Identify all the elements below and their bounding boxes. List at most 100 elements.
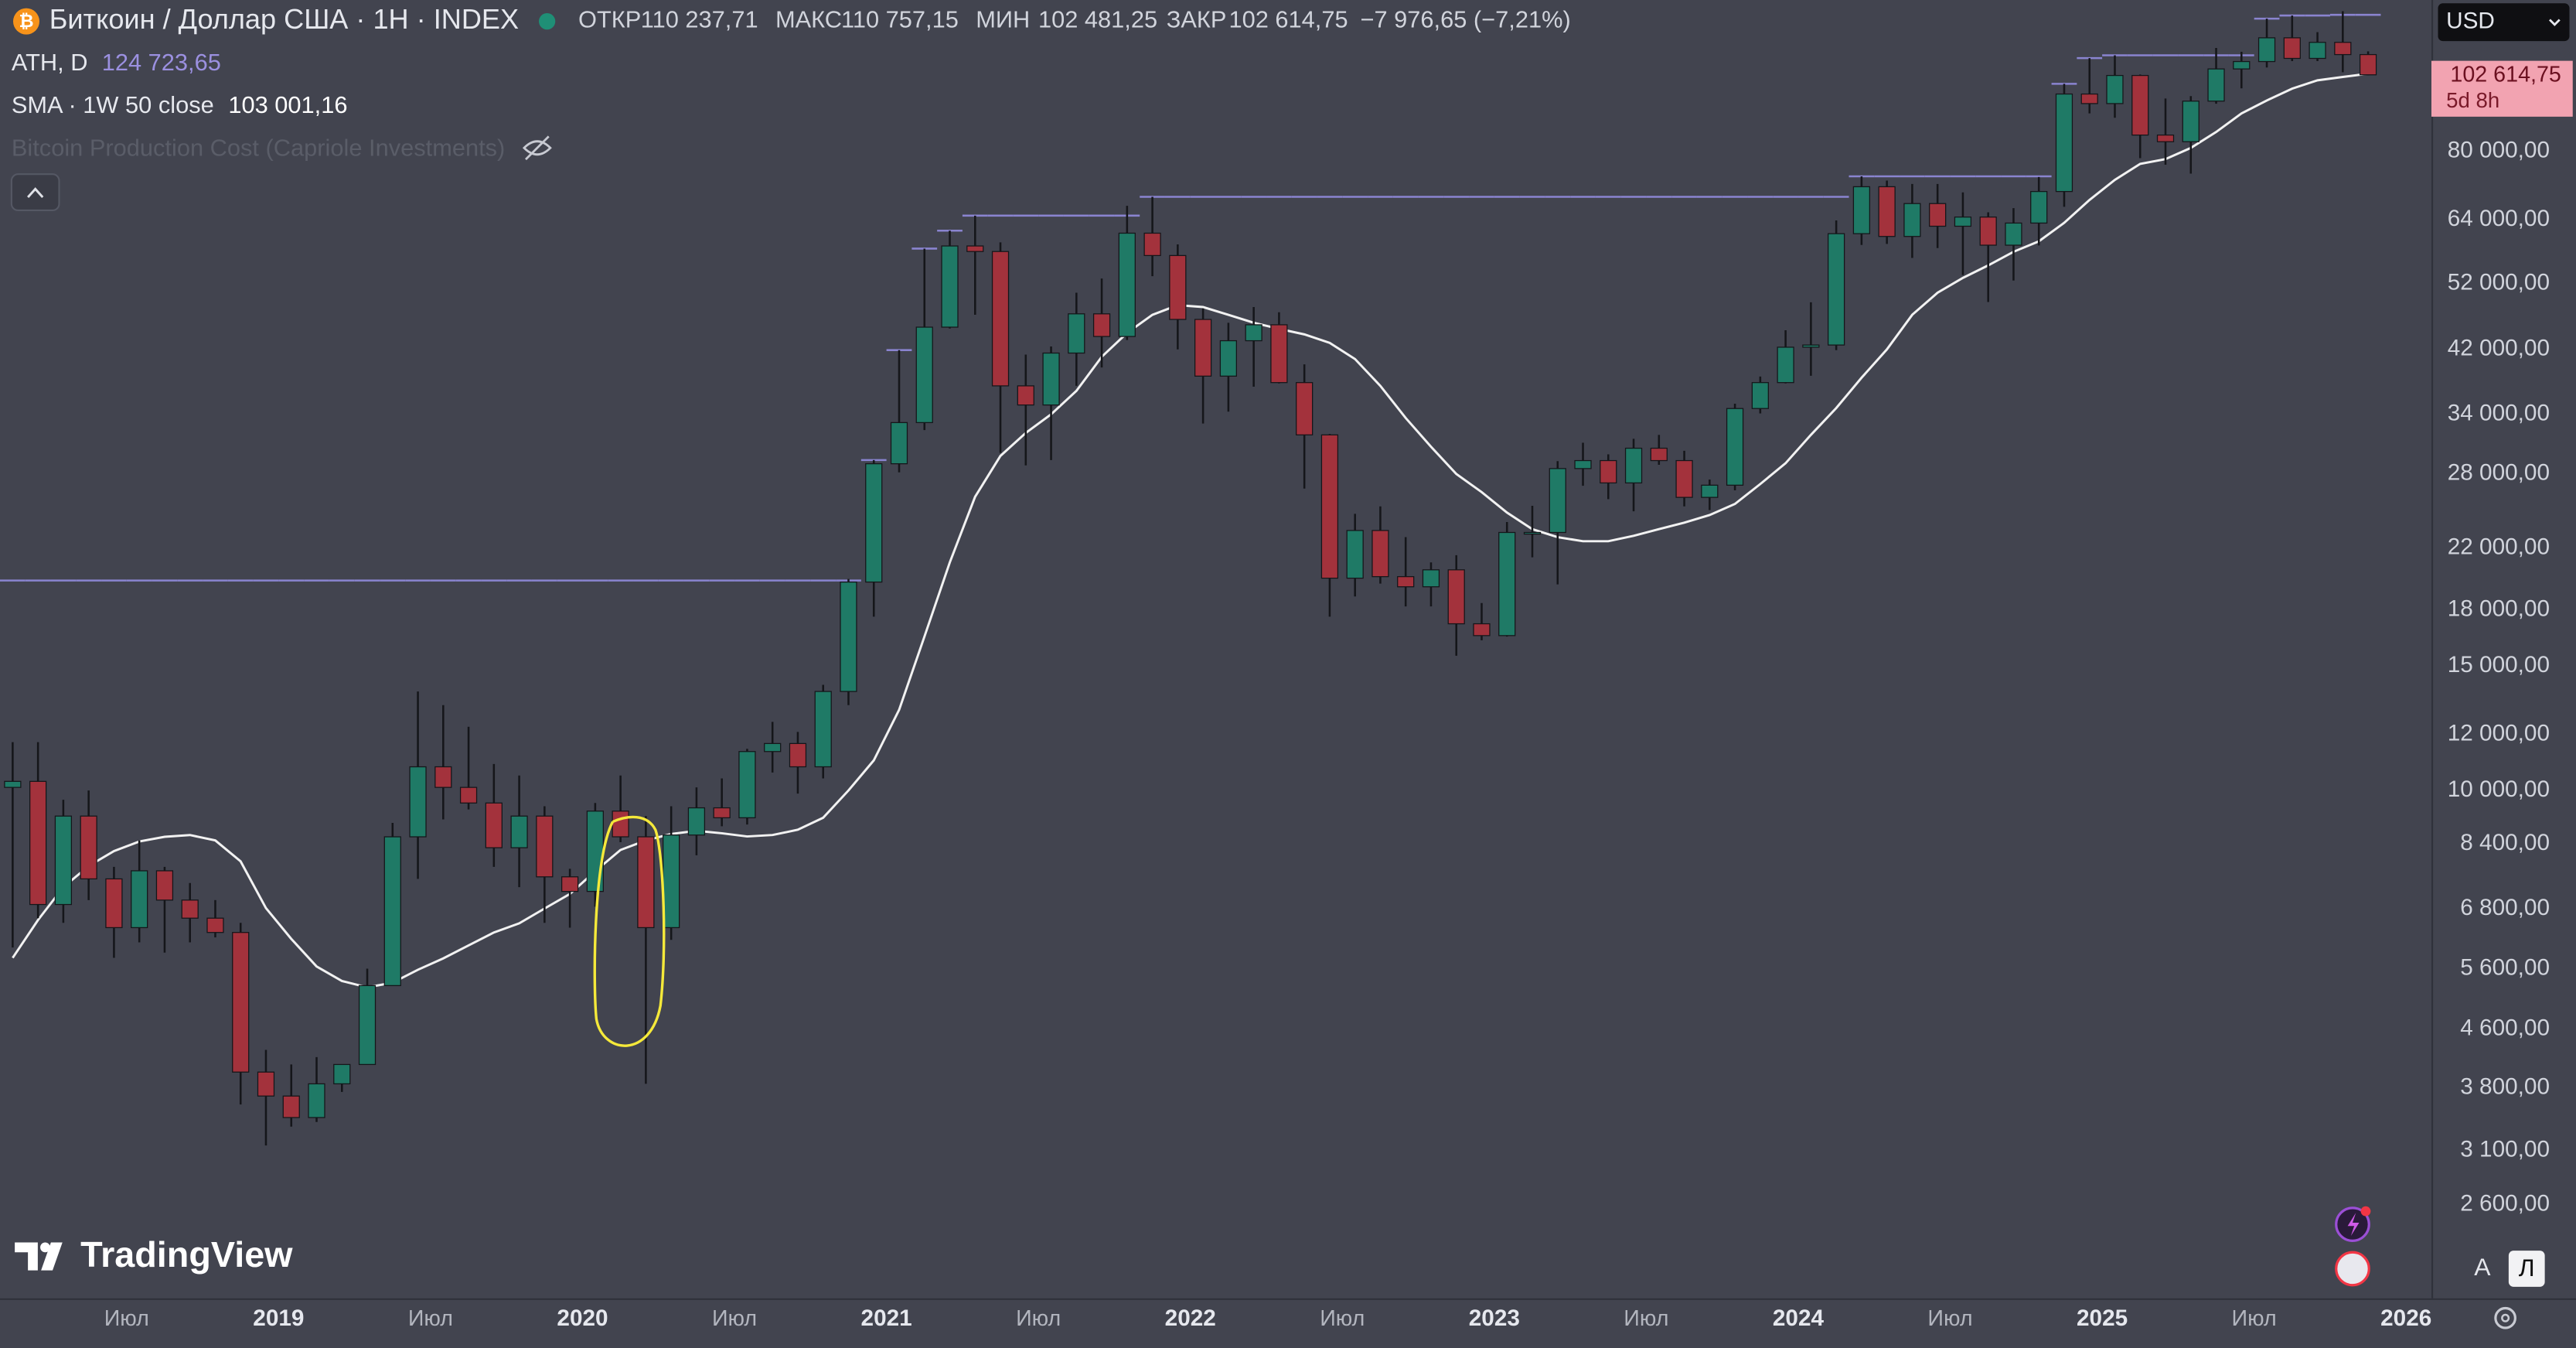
candle-body: [1802, 344, 1820, 348]
indicator-value: 124 723,65: [102, 49, 221, 76]
indicator-name[interactable]: SMA · 1W 50 close: [12, 91, 214, 118]
candle-body: [2106, 74, 2124, 104]
x-tick-label: 2021: [861, 1305, 912, 1331]
y-tick-label: 5 600,00: [2460, 954, 2550, 980]
y-tick-label: 2 600,00: [2460, 1190, 2550, 1216]
log-scale-button-bg[interactable]: [2508, 1251, 2545, 1287]
symbol-icon: [13, 8, 39, 35]
x-tick-label: Июл: [2232, 1306, 2277, 1331]
gear-hub: [2501, 1313, 2510, 1322]
candle-body: [333, 1063, 351, 1085]
candle-body: [2182, 101, 2199, 142]
candle-body: [764, 742, 782, 752]
candle-body: [282, 1095, 300, 1118]
badge: [2360, 1206, 2371, 1217]
candle-body: [637, 836, 655, 929]
close-value: 102 614,75: [1229, 6, 1348, 33]
candle-body: [308, 1083, 325, 1118]
candle-body: [2080, 93, 2098, 104]
x-tick-label: Июл: [408, 1306, 453, 1331]
indicator-name-hidden[interactable]: Bitcoin Production Cost (Capriole Invest…: [12, 135, 505, 162]
candle-body: [1523, 531, 1542, 535]
visibility-toggle[interactable]: [522, 135, 552, 161]
x-tick-label: 2022: [1165, 1305, 1216, 1331]
x-tick-label: Июл: [712, 1306, 757, 1331]
candle-body: [155, 870, 174, 901]
candle-body: [1169, 254, 1187, 320]
indicator-name[interactable]: ATH, D: [12, 49, 88, 76]
candle-body: [1701, 484, 1719, 498]
market-status: [539, 12, 556, 30]
candle-body: [105, 878, 123, 929]
candle-body: [1118, 232, 1136, 337]
candle-body: [1828, 233, 1845, 346]
candle-body: [1498, 531, 1516, 636]
bar-countdown: 5d 8h: [2446, 88, 2499, 112]
x-tick-label: Июл: [1320, 1306, 1365, 1331]
dropdown-arrow: [2549, 19, 2561, 26]
candle-body: [2233, 60, 2251, 70]
y-tick-label: 10 000,00: [2448, 776, 2550, 802]
settings-button[interactable]: [2494, 1306, 2516, 1329]
candle-body: [663, 834, 680, 929]
x-tick-label: Июл: [104, 1306, 149, 1331]
x-tick-label: Июл: [1624, 1306, 1668, 1331]
low-value: 102 481,25: [1038, 6, 1157, 33]
candle-body: [1320, 434, 1339, 579]
candle-body: [2005, 222, 2022, 246]
candle-body: [2359, 53, 2377, 76]
candle-body: [1650, 447, 1668, 462]
y-tick-label: 34 000,00: [2448, 401, 2550, 426]
candle-body: [865, 463, 883, 583]
candle-body: [2156, 135, 2175, 142]
y-tick-label: 6 800,00: [2460, 895, 2550, 920]
candle-body: [915, 326, 933, 424]
logo-dot: [40, 1242, 50, 1253]
gear: [2494, 1306, 2516, 1329]
candle-body: [612, 811, 629, 838]
candle-body: [206, 917, 224, 933]
candle-body: [2030, 190, 2048, 224]
log-scale-button[interactable]: Л: [2519, 1254, 2535, 1281]
candle-body: [1929, 203, 1947, 227]
candle-body: [814, 691, 832, 768]
candle-body: [789, 742, 807, 768]
collapse-legend-button[interactable]: [10, 173, 60, 212]
logo-mark: [15, 1242, 63, 1271]
candle-body: [1624, 447, 1643, 484]
last-price-tag: 102 614,75 5d 8h: [2431, 60, 2573, 117]
region-icon[interactable]: [2335, 1251, 2370, 1287]
symbol-title: Биткоин / Доллар США · 1H · INDEX: [49, 3, 519, 35]
candle-body: [232, 932, 250, 1073]
candle-body: [409, 766, 427, 838]
open-value: 110 237,71: [641, 6, 758, 33]
auto-scale-button[interactable]: A: [2474, 1253, 2491, 1281]
candle-body: [459, 787, 478, 804]
candle-body: [1296, 382, 1314, 435]
candle-body: [2334, 42, 2352, 56]
y-tick-label: 15 000,00: [2448, 652, 2550, 677]
currency-select[interactable]: [2438, 3, 2570, 42]
candle-body: [2055, 93, 2073, 193]
candle-body: [1549, 468, 1566, 534]
candle-body: [1473, 623, 1491, 636]
candle-body: [1447, 569, 1465, 625]
close-label: ЗАКР: [1167, 6, 1227, 33]
candle-body: [2283, 37, 2301, 60]
candle-body: [586, 811, 604, 892]
candle-body: [561, 876, 579, 892]
drawing-annotation[interactable]: [593, 815, 666, 1047]
candle-body: [1270, 324, 1288, 384]
candle-body: [2207, 68, 2225, 102]
candle-body: [358, 985, 377, 1066]
candle-body: [383, 836, 401, 987]
y-tick-label: 52 000,00: [2448, 270, 2550, 295]
x-tick-label: Июл: [1016, 1306, 1061, 1331]
x-tick-label: 2019: [253, 1305, 304, 1331]
candle-body: [1675, 459, 1693, 498]
candle-body: [80, 815, 97, 880]
high-value: 110 757,15: [841, 6, 959, 33]
candle-body: [1852, 186, 1871, 234]
candle-body: [991, 251, 1010, 387]
